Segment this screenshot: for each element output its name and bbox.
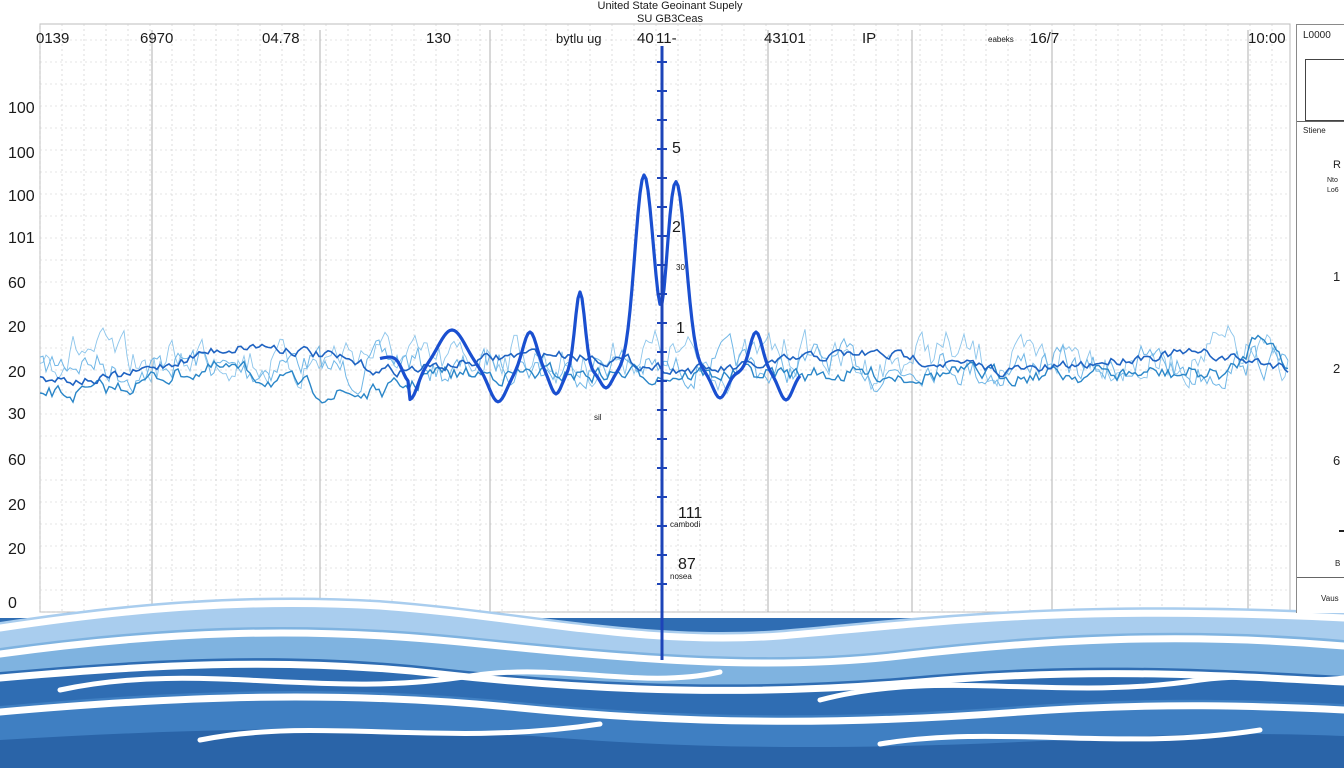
top-label-10: 10:00 xyxy=(1248,30,1286,47)
axis-label-7: 87 xyxy=(678,556,696,573)
wave-crest-5 xyxy=(817,674,1344,703)
top-label-9: 16/7 xyxy=(1030,30,1059,47)
chart-labels: 0139 6970 04.78 130 bytlu ug 40 11- 43101 IP 16/7… xyxy=(8,30,1286,612)
left-label-10: 20 xyxy=(8,541,26,558)
side-panel-tick xyxy=(1339,530,1344,532)
side-panel-item-4: Lo6 xyxy=(1327,187,1339,194)
side-panel-item-1: Stiene xyxy=(1303,126,1326,135)
wave-crest-1 xyxy=(0,629,1344,667)
top-label-3: 130 xyxy=(426,30,451,47)
axis-label-1: 2 xyxy=(672,219,681,236)
side-panel-item-2: R xyxy=(1333,159,1341,171)
side-panel-item-6: 2 xyxy=(1333,361,1341,376)
wave-crest-4 xyxy=(57,669,723,693)
top-label-8: IP xyxy=(862,30,876,47)
axis-label-8: nosea xyxy=(670,572,692,581)
series-mid xyxy=(39,343,1289,387)
axis-label-3: 1 xyxy=(676,320,685,337)
top-label-0: 0139 xyxy=(36,30,69,47)
chart-grid xyxy=(39,23,1291,613)
side-panel-divider-bottom xyxy=(1297,577,1344,578)
top-label-small: eabeks xyxy=(988,35,1014,44)
wave-band-4 xyxy=(0,729,1344,768)
side-panel-divider xyxy=(1297,121,1344,122)
side-panel-box xyxy=(1305,59,1344,121)
axis-label-6: cambodi xyxy=(670,520,700,529)
wave-decoration xyxy=(0,597,1344,768)
wave-crest-2 xyxy=(0,660,1344,694)
wave-crest-7 xyxy=(877,727,1263,747)
center-axis xyxy=(657,46,667,660)
side-panel-item-5: 1 xyxy=(1333,269,1341,284)
axis-label-2: 30 xyxy=(676,263,685,272)
wave-crest-3 xyxy=(0,693,1344,725)
chart-title-block: United State Geoinant Supely SU GB3Ceas xyxy=(560,0,780,26)
axis-label-0: 5 xyxy=(672,140,681,157)
side-panel: L0000 Stiene R Nto Lo6 1 2 6 B Vaus xyxy=(1296,24,1344,613)
left-label-1: 100 xyxy=(8,145,35,162)
axis-label-4: sil xyxy=(594,413,602,422)
side-panel-item-7: 6 xyxy=(1333,453,1341,468)
series-main xyxy=(379,173,802,404)
left-label-8: 60 xyxy=(8,452,26,469)
side-panel-item-3: Nto xyxy=(1327,177,1338,184)
series-faint-a xyxy=(39,332,1289,395)
left-label-9: 20 xyxy=(8,497,26,514)
left-label-11: 0 xyxy=(8,595,17,612)
side-panel-item-8: B xyxy=(1335,559,1341,568)
left-label-7: 30 xyxy=(8,406,26,423)
top-label-5: 40 xyxy=(637,30,654,47)
wave-crest-0 xyxy=(0,599,1344,642)
top-label-6: 11- xyxy=(656,30,677,47)
side-panel-item-0: L0000 xyxy=(1303,30,1331,41)
series-faint-b xyxy=(39,324,1289,395)
wave-crest-6 xyxy=(197,721,603,743)
chart-subtitle: SU GB3Ceas xyxy=(636,13,704,25)
chart-title: United State Geoinant Supely xyxy=(597,0,743,12)
chart-series xyxy=(39,173,1289,404)
series-secondary xyxy=(39,334,1289,404)
top-label-7: 43101 xyxy=(764,30,806,47)
top-label-1: 6970 xyxy=(140,30,173,47)
axis-label-5: 111 xyxy=(678,505,702,522)
left-label-3: 101 xyxy=(8,230,35,247)
left-label-0: 100 xyxy=(8,100,35,117)
top-label-2: 04.78 xyxy=(262,30,300,47)
side-panel-item-9: Vaus xyxy=(1321,594,1339,603)
left-label-5: 20 xyxy=(8,319,26,336)
top-label-4: bytlu ug xyxy=(556,31,602,46)
left-label-6: 20 xyxy=(8,364,26,381)
left-label-4: 60 xyxy=(8,275,26,292)
left-label-2: 100 xyxy=(8,188,35,205)
